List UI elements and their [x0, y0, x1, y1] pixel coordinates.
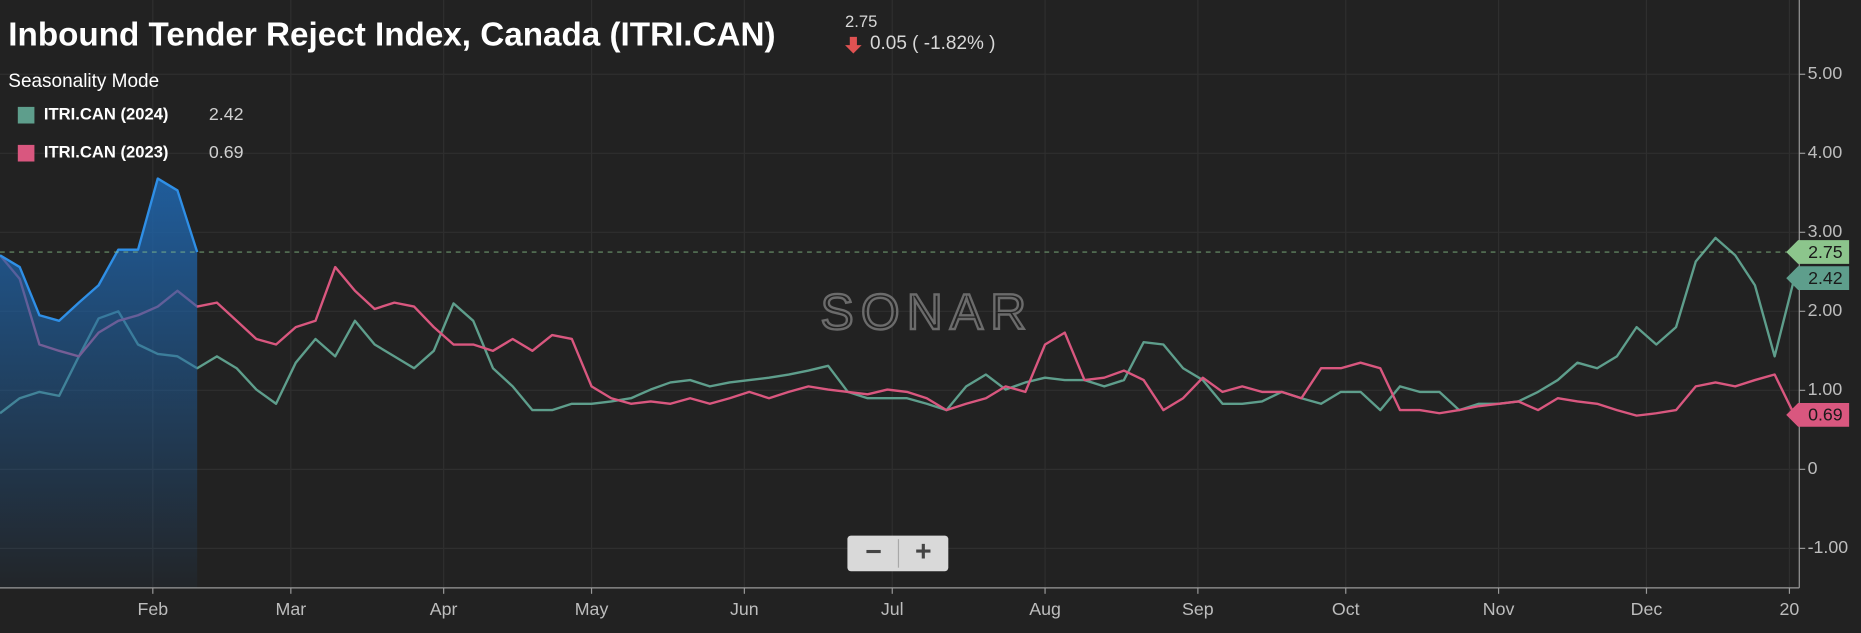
y-tick-label: 2.00 — [1808, 300, 1843, 320]
watermark: SONAR — [821, 284, 1034, 340]
down-arrow — [845, 36, 862, 54]
series-line — [0, 254, 1796, 417]
zoom-in-button[interactable]: + — [915, 536, 932, 568]
x-tick-label: Jul — [881, 599, 904, 619]
legend: ITRI.CAN (2024) 2.42 ITRI.CAN (2023) 0.69 — [17, 104, 244, 162]
axes: 5.00 4.00 3.00 2.00 1.00 0 -1.00 Feb Mar Apr May Ju… — [137, 63, 1850, 619]
x-tick-label: Oct — [1332, 599, 1360, 619]
area-fill — [0, 178, 198, 588]
value-badge — [1786, 266, 1850, 291]
x-tick-label: Sep — [1182, 599, 1214, 619]
y-tick-label: 3.00 — [1808, 221, 1843, 241]
legend-value: 0.69 — [209, 142, 244, 162]
x-tick-label: Nov — [1483, 599, 1515, 619]
y-tick-label: 4.00 — [1808, 142, 1843, 162]
legend-label: ITRI.CAN (2024) — [44, 105, 169, 124]
value-badge-label: 2.42 — [1808, 268, 1843, 288]
legend-label: ITRI.CAN (2023) — [44, 143, 169, 162]
mode-label: Seasonality Mode — [8, 71, 159, 92]
zoom-controls: − + — [847, 535, 949, 572]
legend-swatch — [17, 106, 35, 124]
x-tick-label: Feb — [137, 599, 168, 619]
grid — [0, 0, 1800, 588]
series-line — [0, 177, 199, 322]
x-tick-label: 20 — [1780, 599, 1800, 619]
value-badge-label: 2.75 — [1808, 242, 1843, 262]
y-tick-label: 1.00 — [1808, 379, 1843, 399]
current-value: 2.75 — [845, 12, 877, 31]
value-badge — [1786, 402, 1850, 427]
y-tick-label: 0 — [1808, 458, 1818, 478]
zoom-out-button[interactable]: − — [865, 536, 882, 568]
plot-area — [0, 177, 1800, 588]
chart-title: Inbound Tender Reject Index, Canada (ITR… — [8, 17, 775, 54]
x-tick-label: Dec — [1631, 599, 1663, 619]
x-tick-label: Mar — [276, 599, 307, 619]
value-badge-label: 0.69 — [1808, 405, 1843, 425]
y-tick-label: 5.00 — [1808, 63, 1843, 83]
x-tick-label: Aug — [1029, 599, 1061, 619]
y-tick-label: -1.00 — [1808, 537, 1849, 557]
legend-value: 2.42 — [209, 104, 244, 124]
change-label: 0.05 ( -1.82% ) — [870, 33, 996, 54]
x-tick-label: Apr — [430, 599, 458, 619]
legend-swatch — [17, 144, 35, 162]
value-badge — [1786, 240, 1850, 264]
x-tick-label: May — [575, 599, 609, 619]
x-tick-label: Jun — [730, 599, 759, 619]
